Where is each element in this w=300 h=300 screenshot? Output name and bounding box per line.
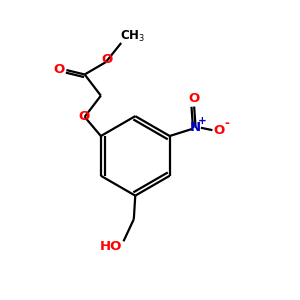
Text: -: - <box>224 117 229 130</box>
Text: CH$_3$: CH$_3$ <box>120 29 145 44</box>
Text: O: O <box>188 92 200 105</box>
Text: N: N <box>190 121 201 134</box>
Text: HO: HO <box>100 240 122 253</box>
Text: O: O <box>78 110 90 123</box>
Text: O: O <box>53 63 65 76</box>
Text: +: + <box>198 116 206 126</box>
Text: O: O <box>101 53 112 66</box>
Text: O: O <box>214 124 225 136</box>
